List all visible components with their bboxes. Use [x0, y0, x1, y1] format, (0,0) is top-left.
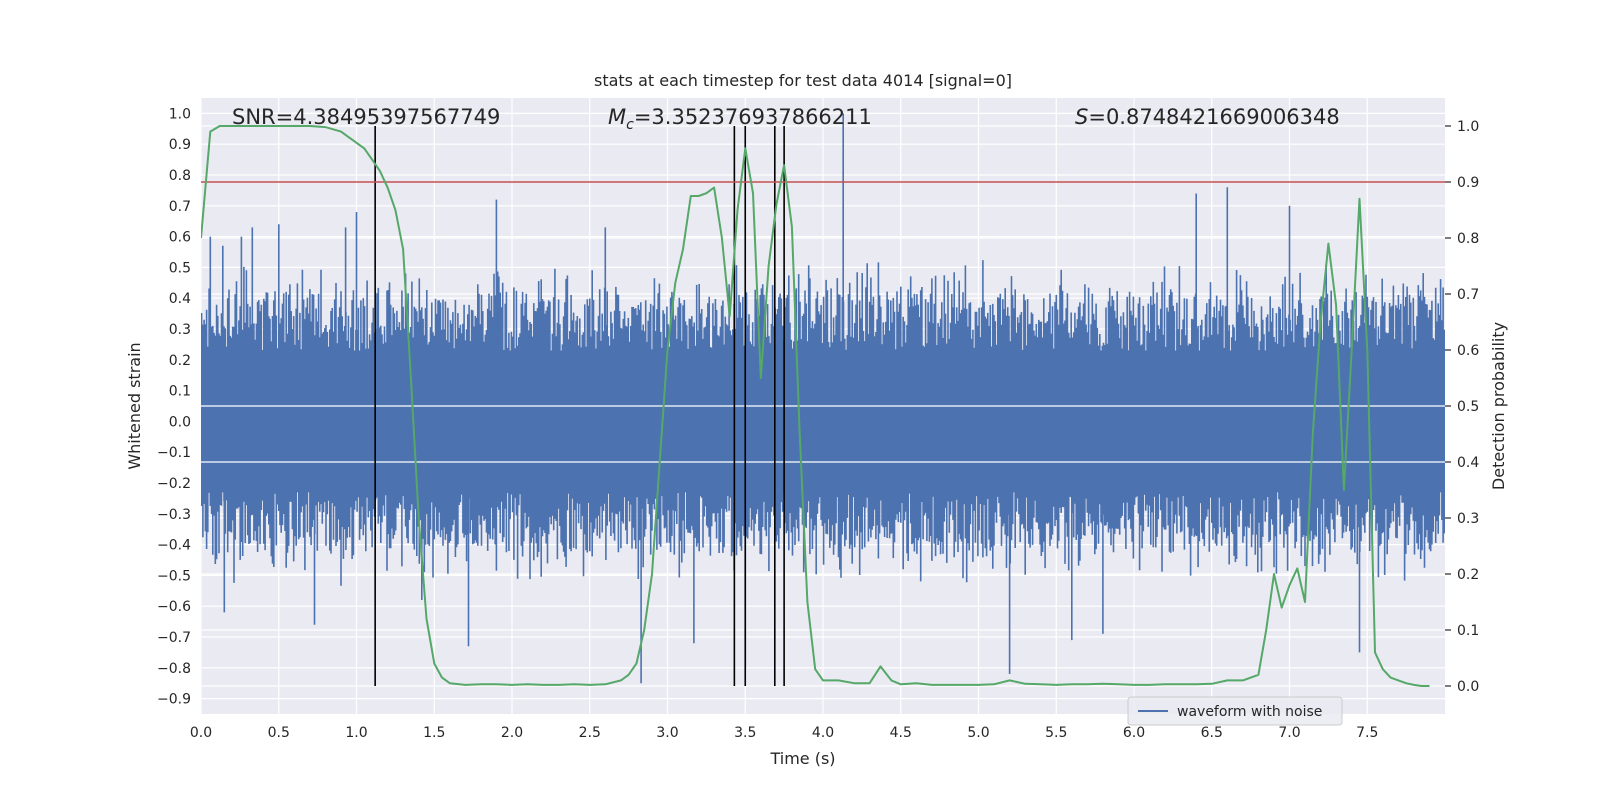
score-annotation: S=0.8748421669006348: [1075, 105, 1340, 129]
left-y-tick-label: −0.9: [157, 692, 191, 708]
right-y-tick-label: 1.0: [1457, 119, 1479, 135]
right-y-tick-label: 0.6: [1457, 343, 1479, 359]
mc-symbol: M: [608, 105, 626, 129]
legend-box: [1127, 696, 1343, 726]
x-tick-label: 1.0: [345, 725, 367, 741]
right-y-tick-label: 0.4: [1457, 455, 1479, 471]
x-tick-label: 2.5: [579, 725, 601, 741]
x-tick-label: 4.0: [812, 725, 834, 741]
left-y-tick-label: 0.8: [169, 168, 191, 184]
legend-label: waveform with noise: [1177, 704, 1322, 720]
x-tick-label: 7.5: [1356, 725, 1378, 741]
left-y-tick-label: −0.7: [157, 630, 191, 646]
right-y-tick-label: 0.7: [1457, 287, 1479, 303]
x-tick-label: 6.0: [1123, 725, 1145, 741]
x-tick-label: 0.0: [190, 725, 212, 741]
left-y-tick-label: 0.0: [169, 414, 191, 430]
waveform-core: [201, 350, 1445, 493]
left-y-tick-labels: 1.0 0.9 0.8 0.7 0.6 0.5 0.4 0.3 0.2 0.1 0.0 −0.1 −0.…: [157, 106, 191, 707]
left-y-tick-label: 1.0: [169, 106, 191, 122]
x-tick-label: 5.0: [967, 725, 989, 741]
x-tick-label: 0.5: [268, 725, 290, 741]
left-y-tick-label: 0.2: [169, 353, 191, 369]
right-y-tick-label: 0.2: [1457, 567, 1479, 583]
s-symbol: S: [1075, 105, 1088, 129]
x-tick-labels: 0.0 0.5 1.0 1.5 2.0 2.5 3.0 3.5 4.0 4.5 5.0 5.5 6.0 6…: [190, 725, 1379, 741]
mc-subscript: c: [626, 117, 634, 133]
left-y-tick-label: 0.6: [169, 230, 191, 246]
left-y-tick-label: 0.1: [169, 384, 191, 400]
x-tick-label: 7.0: [1278, 725, 1300, 741]
left-y-tick-label: 0.3: [169, 322, 191, 338]
right-y-tick-label: 0.1: [1457, 623, 1479, 639]
left-y-axis-label: Whitened strain: [125, 342, 144, 469]
left-y-tick-label: −0.3: [157, 507, 191, 523]
right-y-tick-labels: 1.0 0.9 0.8 0.7 0.6 0.5 0.4 0.3 0.2 0.1 0.0: [1445, 119, 1479, 695]
right-y-tick-label: 0.5: [1457, 399, 1479, 415]
right-y-tick-label: 0.9: [1457, 175, 1479, 191]
chart-title: stats at each timestep for test data 401…: [594, 71, 1012, 90]
x-tick-label: 1.5: [423, 725, 445, 741]
x-tick-label: 4.5: [890, 725, 912, 741]
right-y-axis-label: Detection probability: [1489, 322, 1508, 490]
left-y-tick-label: 0.4: [169, 291, 191, 307]
right-y-tick-label: 0.0: [1457, 679, 1479, 695]
left-y-tick-label: −0.1: [157, 445, 191, 461]
x-tick-label: 6.5: [1201, 725, 1223, 741]
mc-value: =3.352376937866211: [634, 105, 872, 129]
chirp-mass-annotation: Mc=3.352376937866211: [608, 105, 872, 133]
waveform-series: [201, 113, 1445, 684]
left-y-tick-label: 0.9: [169, 137, 191, 153]
left-y-tick-label: −0.6: [157, 599, 191, 615]
right-y-tick-label: 0.8: [1457, 231, 1479, 247]
legend: waveform with noise: [1127, 696, 1343, 726]
snr-annotation: SNR=4.38495397567749: [232, 105, 500, 129]
probability-series: [201, 125, 1430, 687]
left-y-tick-label: −0.4: [157, 538, 191, 554]
left-y-tick-label: −0.8: [157, 661, 191, 677]
s-value: =0.8748421669006348: [1088, 105, 1339, 129]
x-tick-label: 3.0: [656, 725, 678, 741]
x-axis-label: Time (s): [769, 749, 835, 768]
probability-line: [201, 125, 1430, 687]
left-y-tick-label: −0.2: [157, 476, 191, 492]
right-y-tick-label: 0.3: [1457, 511, 1479, 527]
x-tick-label: 3.5: [734, 725, 756, 741]
x-tick-label: 2.0: [501, 725, 523, 741]
left-y-tick-label: 0.5: [169, 260, 191, 276]
x-tick-label: 5.5: [1045, 725, 1067, 741]
left-y-tick-label: 0.7: [169, 199, 191, 215]
left-y-tick-label: −0.5: [157, 568, 191, 584]
